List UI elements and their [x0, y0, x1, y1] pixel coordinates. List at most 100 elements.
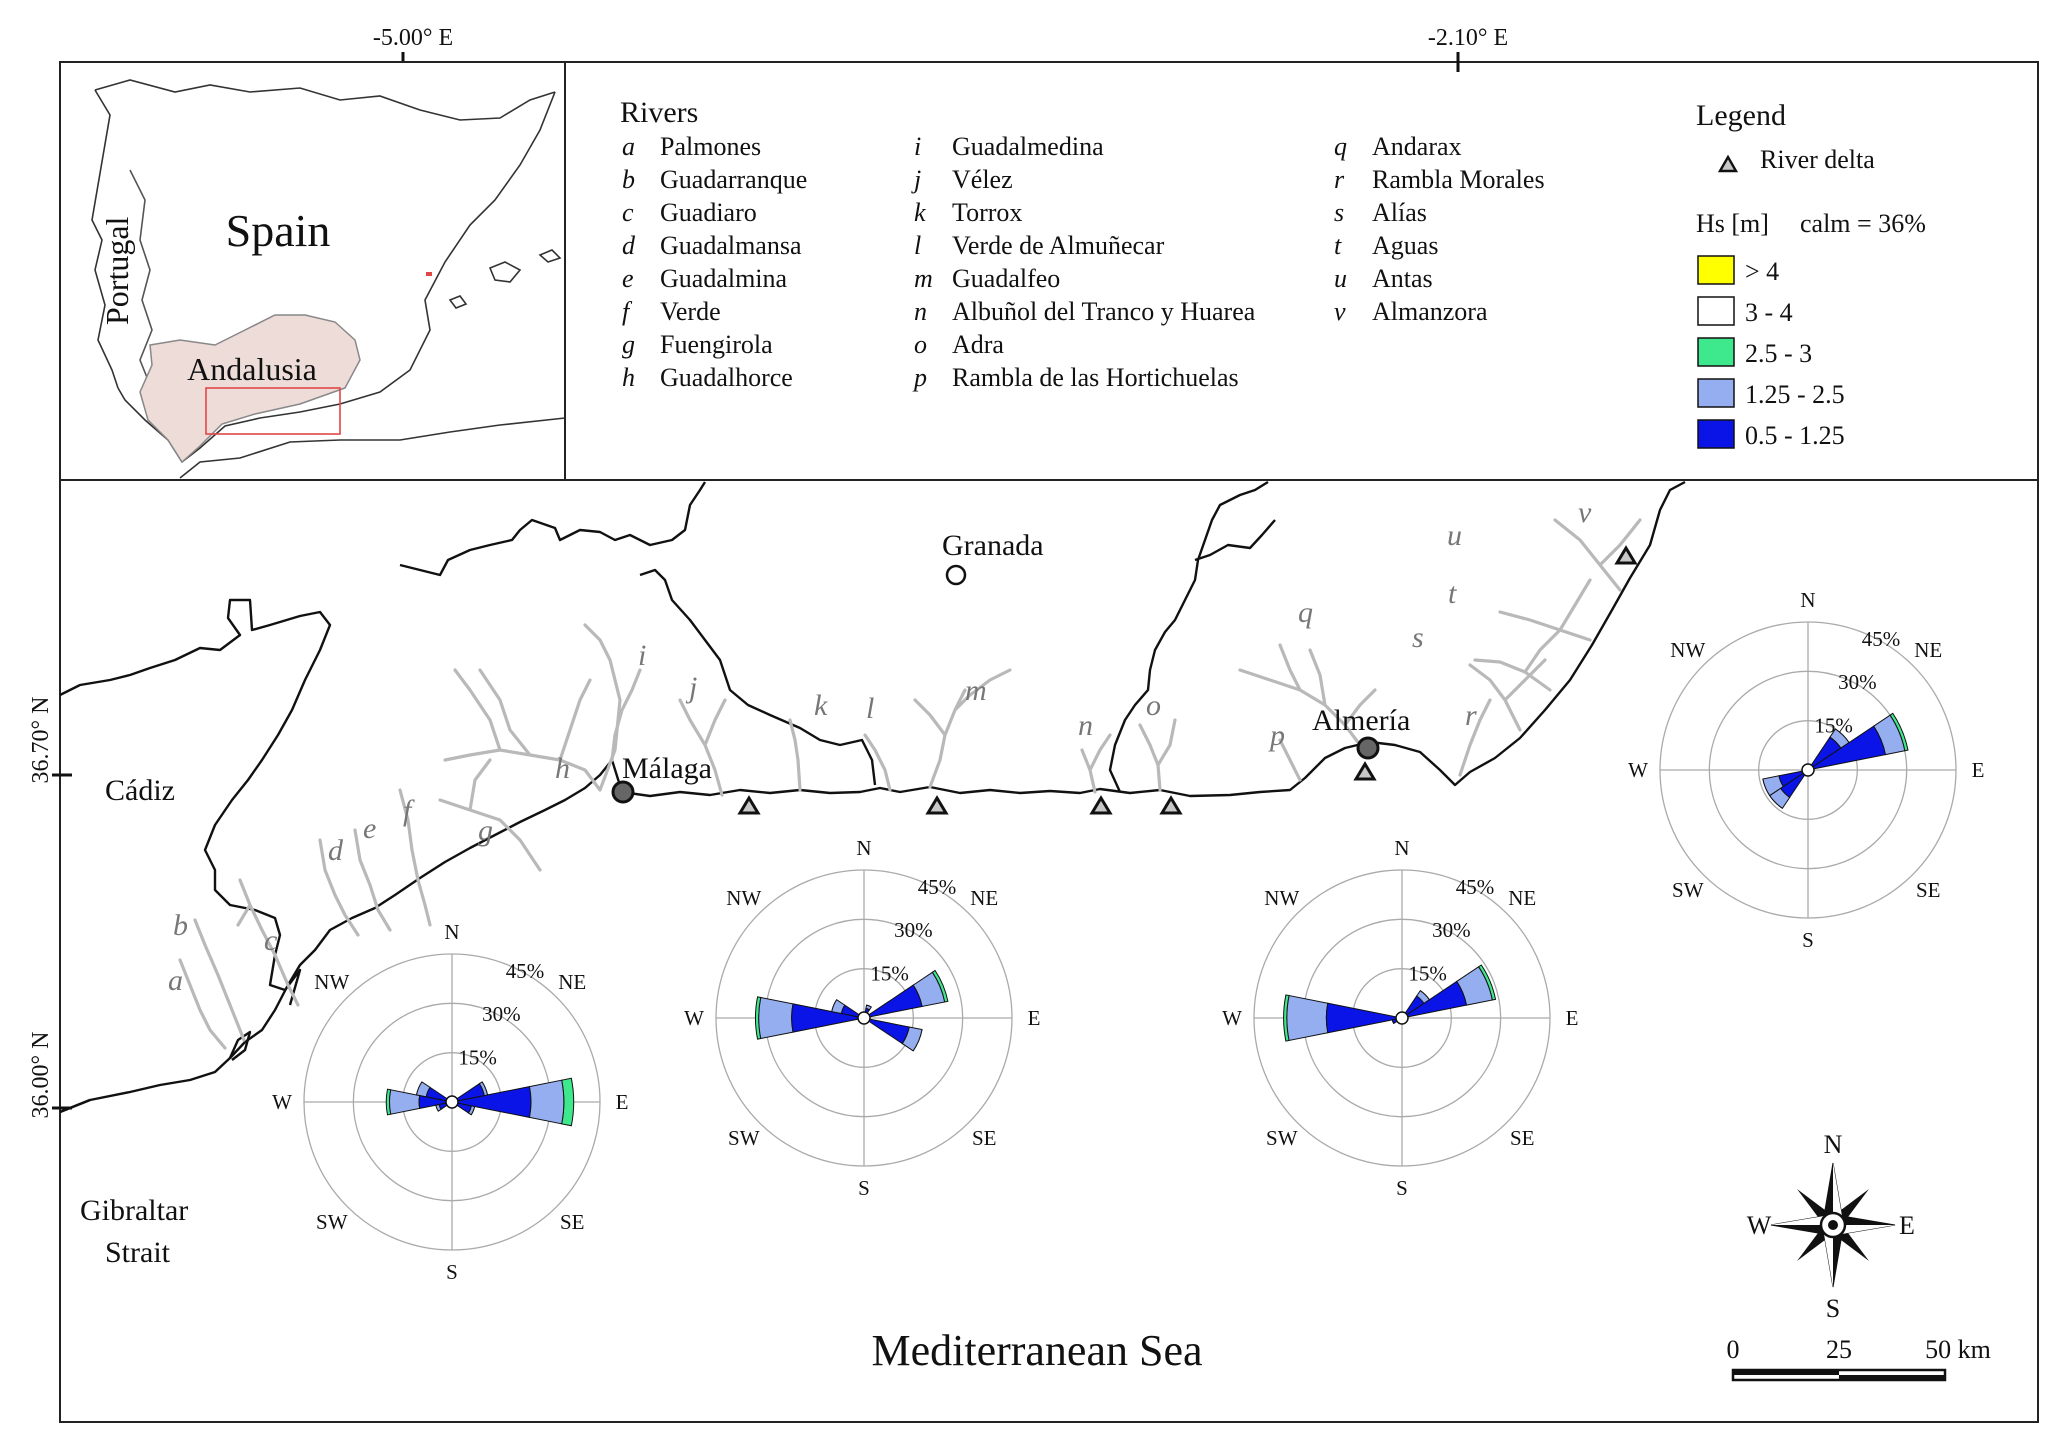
- inset-frame: [59, 61, 566, 481]
- river-list-letter: r: [1334, 165, 1345, 194]
- map-letter-e: e: [363, 812, 376, 845]
- river-list-letter: m: [914, 264, 933, 293]
- river-delta-symbol: [1717, 154, 1739, 173]
- river-c: [236, 878, 300, 1007]
- river-f: [398, 788, 432, 927]
- river-list-name: Guadalmina: [660, 264, 788, 293]
- lon-label-west: -5.00° E: [373, 25, 453, 51]
- rose-dir-label: SE: [972, 1126, 997, 1150]
- river-list-name: Almanzora: [1372, 297, 1488, 326]
- scale-bar-segment: [1839, 1375, 1945, 1380]
- balearic-islands: [448, 249, 562, 309]
- scale-tick-25: 25: [1826, 1335, 1852, 1364]
- river-list-letter: a: [622, 132, 635, 161]
- map-letter-r: r: [1465, 699, 1477, 732]
- rose-petal-band-low: [1401, 995, 1425, 1019]
- river-delta-marker: [1089, 795, 1113, 815]
- map-letter-q: q: [1298, 596, 1313, 629]
- lon-label-east: -2.10° E: [1428, 25, 1508, 51]
- rose-dir-label: NW: [1264, 886, 1299, 910]
- rose-petal-band-low: [1325, 1002, 1403, 1034]
- rose-petal-band-mid: [758, 996, 794, 1040]
- rose-dir-label: SW: [1266, 1126, 1298, 1150]
- rose-petal-band-low: [1401, 980, 1468, 1019]
- rose-dir-label: S: [446, 1260, 458, 1284]
- rose-dir-label: NW: [1670, 638, 1705, 662]
- river-delta-marker: [1353, 761, 1377, 781]
- river-r: [1458, 698, 1492, 777]
- river-list-letter: j: [911, 165, 921, 194]
- rose-dir-label: N: [444, 920, 459, 944]
- region-label-cadiz: Cádiz: [105, 774, 175, 807]
- legend-swatches: > 4 3 - 4 2.5 - 3 1.25 - 2.5 0.5 - 1.25: [1697, 255, 1845, 450]
- river-g: [438, 758, 542, 872]
- map-letter-c: c: [264, 924, 277, 957]
- legend-swatch: [1697, 378, 1735, 408]
- rose-ring-label: 45%: [918, 875, 957, 899]
- river-list-items: a Palmones b Guadarranque c Guadiaro d Guadalma…: [622, 132, 1545, 392]
- rose-petal-band-mid: [1286, 994, 1329, 1042]
- sea-label: Mediterranean Sea: [871, 1326, 1202, 1375]
- legend-swatch: [1697, 337, 1735, 367]
- rose-dir-label: E: [616, 1090, 629, 1114]
- river-list-letter: p: [912, 363, 927, 392]
- rose-petal-band-low: [418, 1094, 453, 1110]
- compass-e: E: [1899, 1211, 1915, 1240]
- rose-ring-label: 30%: [482, 1002, 521, 1026]
- map-letter-d: d: [328, 834, 344, 867]
- river-list-letter: e: [622, 264, 634, 293]
- river-list-letter: v: [1334, 297, 1346, 326]
- rose-dir-label: N: [1394, 836, 1409, 860]
- river-delta-marker: [1614, 545, 1638, 565]
- scale-tick-0: 0: [1727, 1335, 1740, 1364]
- river-list-letter: f: [622, 297, 633, 326]
- river-list-name: Alías: [1372, 198, 1427, 227]
- province-boundary-granada-almeria: [1108, 480, 1269, 793]
- compass-dot: [1828, 1220, 1838, 1230]
- rose-ring-label: 15%: [870, 962, 909, 986]
- rose-ring-label: 15%: [1408, 962, 1447, 986]
- main-map: a b c d e f g h i j k l m n o p q r s t …: [59, 480, 1686, 1375]
- river-list-letter: q: [1334, 132, 1347, 161]
- rose-ring-label: 30%: [894, 918, 933, 942]
- river-u: [1498, 578, 1592, 642]
- map-letter-m: m: [965, 674, 987, 707]
- river-list-name: Guadalmansa: [660, 231, 802, 260]
- rose-ring-label: 30%: [1838, 670, 1877, 694]
- compass-highlight: [1824, 1225, 1833, 1287]
- map-letter-v: v: [1578, 496, 1592, 529]
- river-list-name: Palmones: [660, 132, 761, 161]
- rose-dir-label: NE: [970, 886, 998, 910]
- river-h: [443, 623, 622, 792]
- river-delta-label: River delta: [1760, 145, 1875, 174]
- river-list-name: Guadalfeo: [952, 264, 1060, 293]
- inset-map: Spain Portugal Andalusia: [59, 61, 566, 481]
- rose-petal-band-low: [451, 1086, 532, 1118]
- rose-dir-label: SW: [1672, 878, 1704, 902]
- scale-tick-50: 50 km: [1925, 1335, 1991, 1364]
- rose-gibraltar: 15% 30% 45% N NE E SE S SW W NW: [272, 920, 628, 1284]
- rose-dir-label: N: [1800, 588, 1815, 612]
- river-o: [1138, 718, 1177, 792]
- map-letter-h: h: [555, 752, 570, 785]
- rose-ring-label: 15%: [1814, 714, 1853, 738]
- map-letter-a: a: [168, 964, 183, 997]
- river-list-letter: k: [914, 198, 926, 227]
- river-list-letter: o: [914, 330, 927, 359]
- rose-center: [445, 1095, 459, 1109]
- city-marker-almeria: [1356, 736, 1380, 760]
- rose-ring-label: 15%: [458, 1046, 497, 1070]
- rose-center: [1801, 763, 1815, 777]
- compass-highlight: [1833, 1225, 1895, 1234]
- rose-dir-label: SW: [316, 1210, 348, 1234]
- rose-ring-label: 45%: [1456, 875, 1495, 899]
- rose-center: [857, 1011, 871, 1025]
- map-letter-s: s: [1412, 621, 1424, 654]
- city-marker-malaga: [611, 780, 635, 804]
- rose-center: [1395, 1011, 1409, 1025]
- compass-highlight: [1771, 1216, 1833, 1225]
- rose-petal-band-low: [1807, 725, 1887, 771]
- map-letter-k: k: [814, 689, 828, 722]
- calm-label: calm = 36%: [1800, 209, 1926, 238]
